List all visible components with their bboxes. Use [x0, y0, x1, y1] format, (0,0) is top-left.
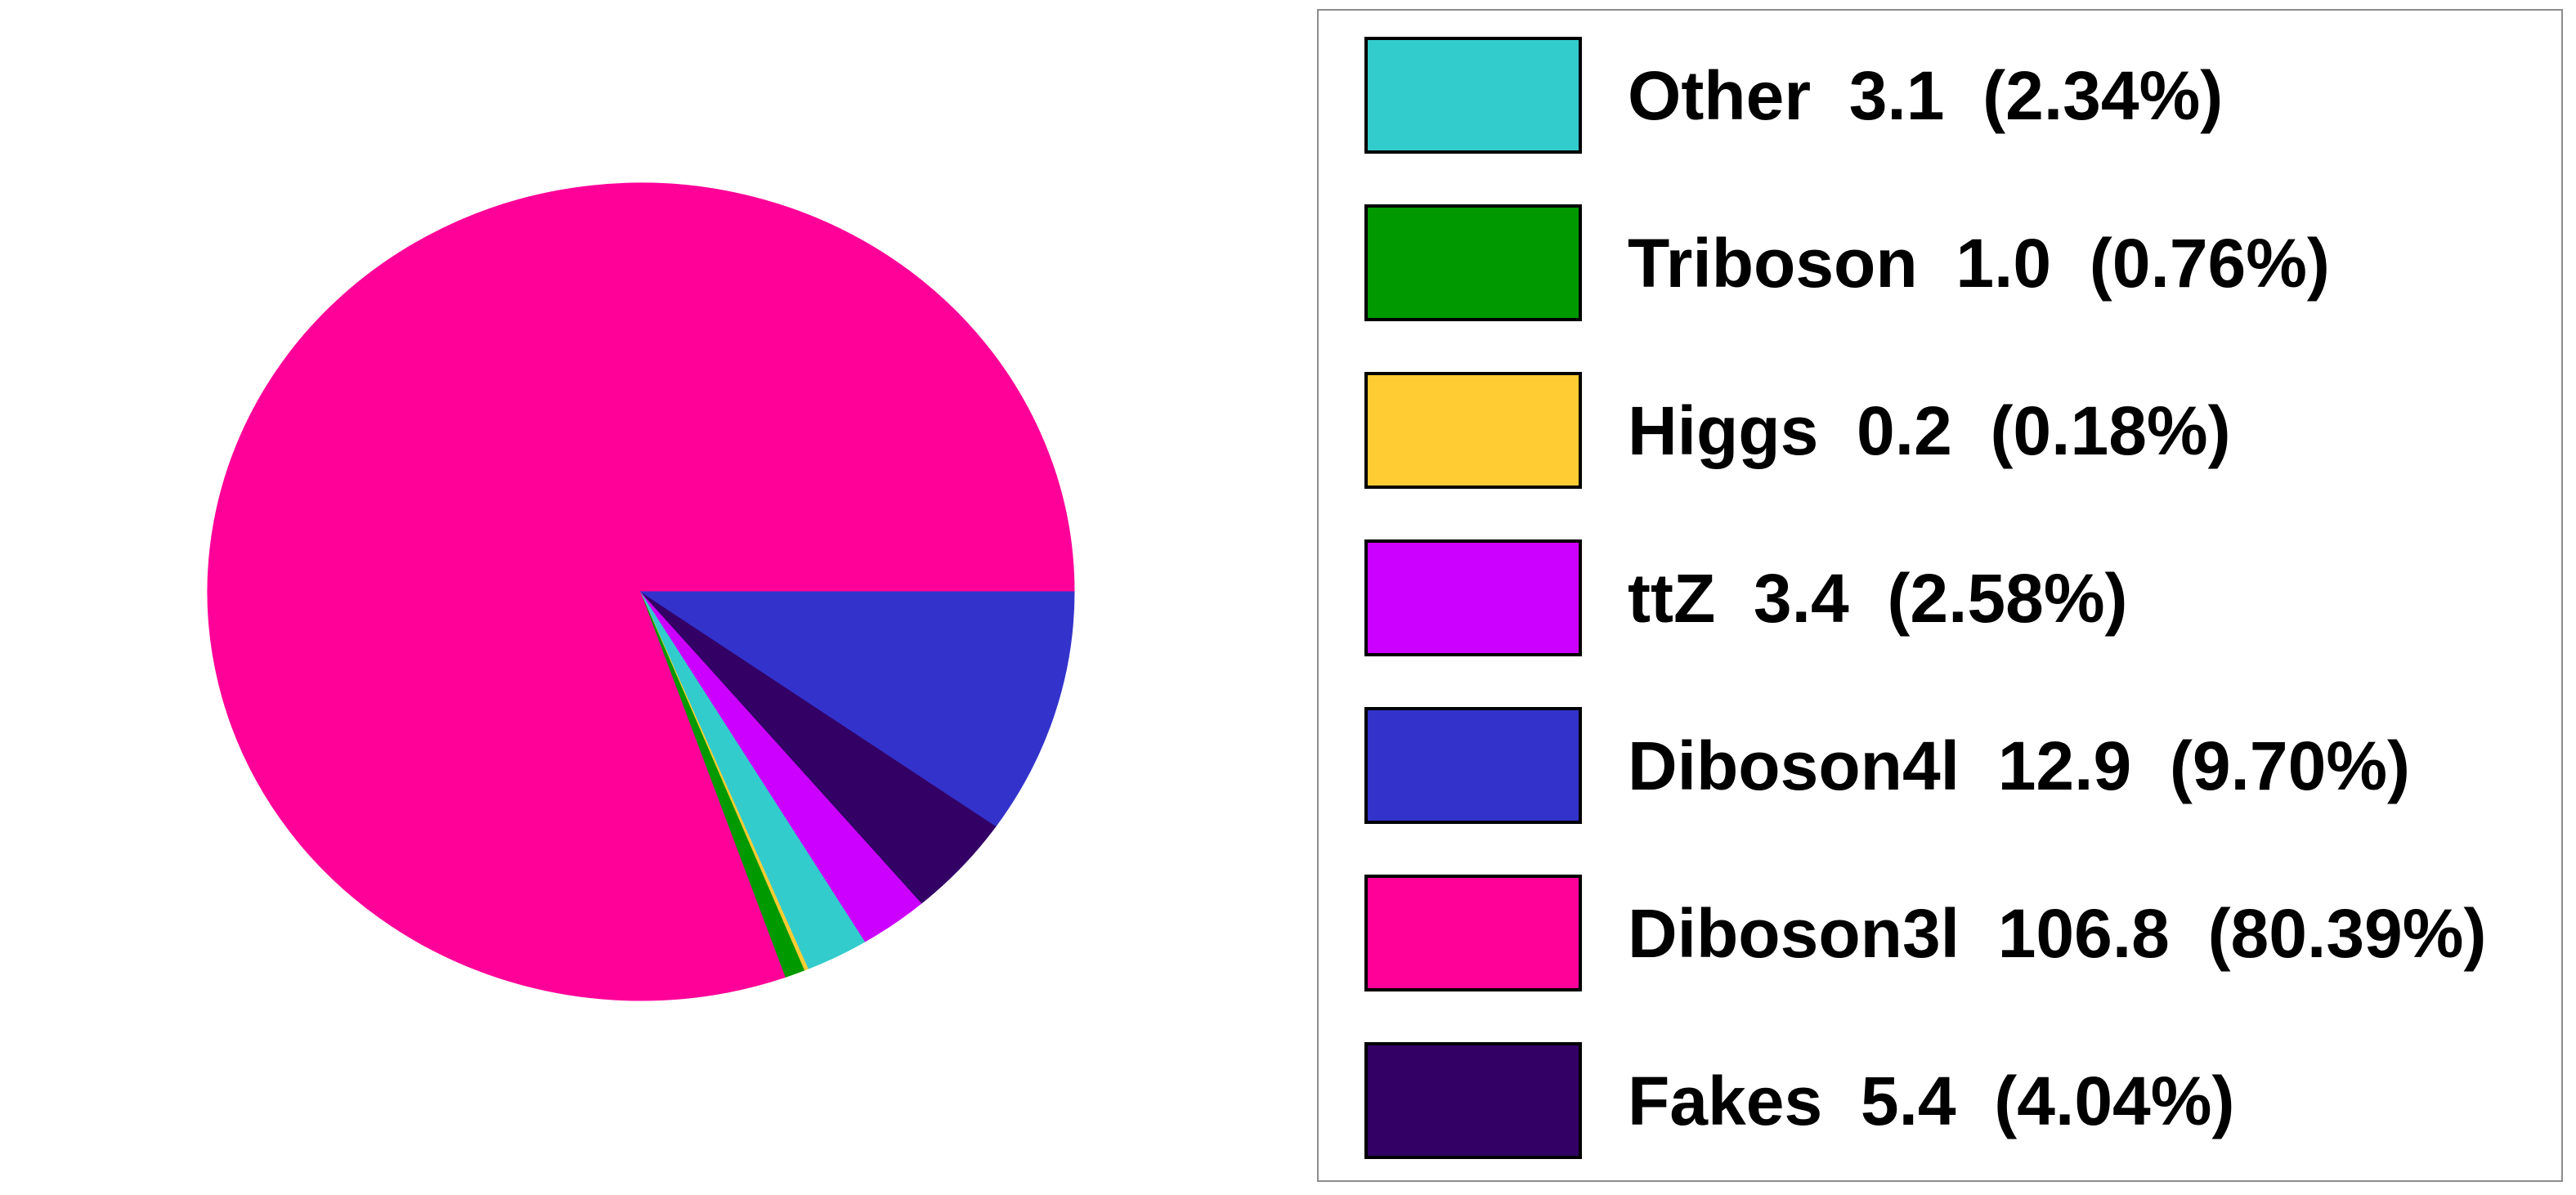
- legend-label-fakes: Fakes 5.4 (4.04%): [1628, 1063, 2235, 1139]
- legend-entry-higgs: Higgs 0.2 (0.18%): [1319, 347, 2561, 515]
- legend-swatch-higgs: [1364, 372, 1582, 489]
- legend-entry-fakes: Fakes 5.4 (4.04%): [1319, 1018, 2561, 1185]
- legend-swatch-ttz: [1364, 539, 1582, 656]
- legend: Other 3.1 (2.34%) Triboson 1.0 (0.76%) Hig…: [1317, 9, 2563, 1182]
- legend-label-diboson3l: Diboson3l 106.8 (80.39%): [1628, 895, 2487, 972]
- pie-slice-diboson4l: [639, 591, 1075, 827]
- legend-label-triboson: Triboson 1.0 (0.76%): [1628, 225, 2330, 302]
- legend-entry-ttz: ttZ 3.4 (2.58%): [1319, 515, 2561, 683]
- pie-chart: [207, 182, 1075, 1001]
- legend-label-diboson4l: Diboson4l 12.9 (9.70%): [1628, 727, 2410, 804]
- legend-entry-diboson3l: Diboson3l 106.8 (80.39%): [1319, 850, 2561, 1018]
- legend-swatch-triboson: [1364, 204, 1582, 321]
- legend-swatch-fakes: [1364, 1042, 1582, 1159]
- legend-label-ttz: ttZ 3.4 (2.58%): [1628, 560, 2128, 637]
- legend-label-other: Other 3.1 (2.34%): [1628, 57, 2224, 134]
- legend-entry-triboson: Triboson 1.0 (0.76%): [1319, 180, 2561, 347]
- legend-entry-other: Other 3.1 (2.34%): [1319, 12, 2561, 180]
- legend-swatch-diboson3l: [1364, 875, 1582, 991]
- legend-swatch-other: [1364, 37, 1582, 154]
- legend-label-higgs: Higgs 0.2 (0.18%): [1628, 392, 2231, 469]
- legend-swatch-diboson4l: [1364, 707, 1582, 824]
- pie-chart-area: [0, 0, 1292, 1191]
- legend-entry-diboson4l: Diboson4l 12.9 (9.70%): [1319, 683, 2561, 850]
